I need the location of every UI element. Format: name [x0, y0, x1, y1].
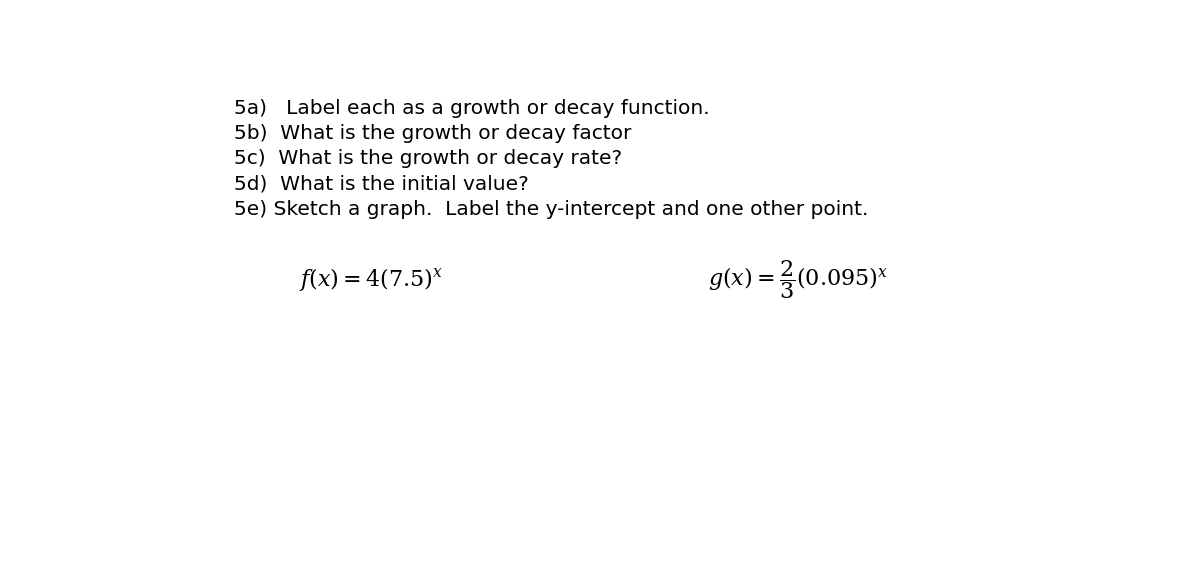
Text: 5b)  What is the growth or decay factor: 5b) What is the growth or decay factor	[234, 124, 631, 143]
Text: 5d)  What is the initial value?: 5d) What is the initial value?	[234, 175, 528, 194]
Text: 5a)   Label each as a growth or decay function.: 5a) Label each as a growth or decay func…	[234, 99, 709, 118]
Text: $g(x) = \dfrac{2}{3}(0.095)^x$: $g(x) = \dfrac{2}{3}(0.095)^x$	[708, 258, 888, 301]
Text: $f(x) = 4(7.5)^x$: $f(x) = 4(7.5)^x$	[299, 266, 443, 293]
Text: 5c)  What is the growth or decay rate?: 5c) What is the growth or decay rate?	[234, 150, 622, 168]
Text: 5e) Sketch a graph.  Label the y-intercept and one other point.: 5e) Sketch a graph. Label the y-intercep…	[234, 199, 868, 219]
